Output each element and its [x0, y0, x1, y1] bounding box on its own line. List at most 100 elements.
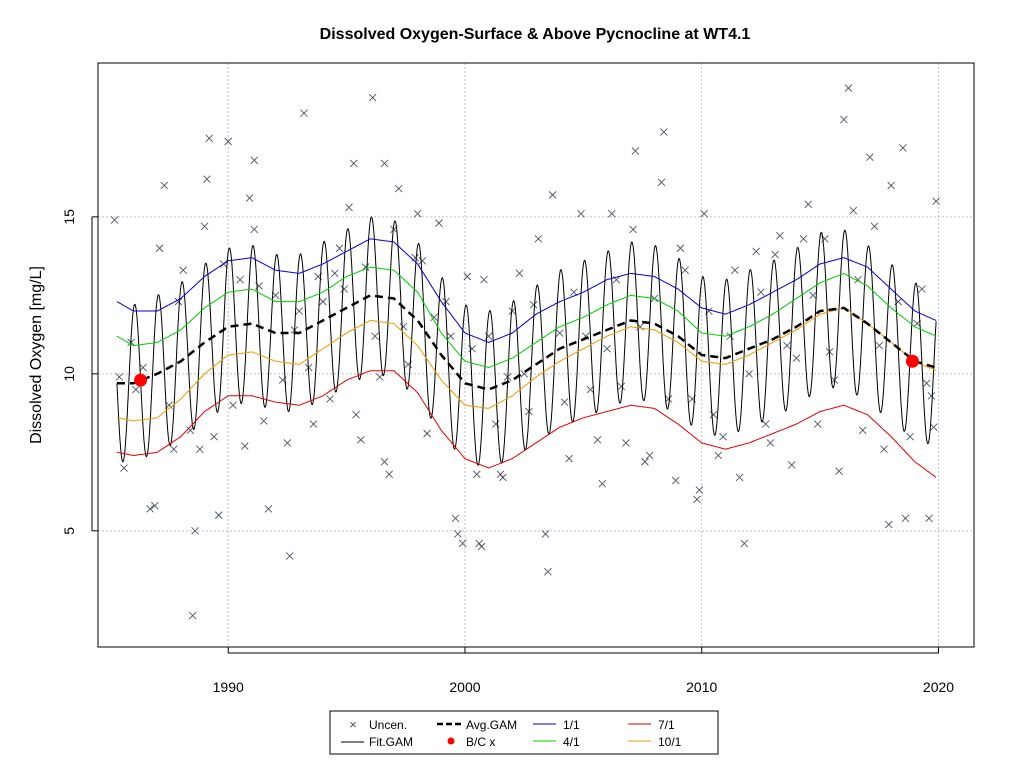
data-point: [179, 266, 188, 275]
data-point: [776, 231, 784, 240]
data-point: [839, 115, 848, 124]
plot-frame: [97, 62, 975, 648]
data-point: [622, 439, 630, 447]
data-point: [541, 530, 550, 538]
data-point: [283, 439, 292, 447]
data-point: [766, 439, 775, 447]
data-point: [700, 209, 708, 218]
data-point: [203, 175, 211, 183]
data-point: [330, 269, 339, 278]
data-point: [250, 156, 259, 165]
data-point: [792, 354, 801, 362]
data-point: [884, 520, 893, 529]
data-point: [477, 542, 486, 551]
data-point: [925, 514, 933, 523]
data-point: [245, 194, 254, 202]
data-point: [676, 244, 685, 253]
data-point: [200, 222, 209, 231]
data-point: [110, 216, 119, 224]
data-point: [560, 398, 569, 406]
data-point: [565, 454, 573, 463]
data-point: [870, 222, 879, 231]
data-point: [783, 341, 791, 350]
data-point: [787, 461, 796, 469]
data-point: [191, 527, 199, 535]
data-point: [906, 432, 914, 441]
data-point: [454, 530, 462, 538]
data-point: [295, 307, 304, 315]
data-point: [745, 370, 753, 378]
data-point: [319, 297, 327, 306]
data-point: [349, 159, 358, 168]
plot-area: [110, 84, 940, 620]
data-point: [264, 505, 273, 513]
data-point: [809, 291, 817, 300]
data-point: [740, 539, 749, 548]
legend-fit-gam-label: Fit.GAM: [369, 735, 413, 749]
data-point: [752, 247, 761, 256]
data-point: [681, 266, 689, 275]
data-point: [214, 511, 223, 519]
data-point: [875, 341, 884, 350]
y-axis: 5 10 15: [61, 209, 98, 535]
series-line-4-1: [116, 266, 937, 369]
data-point: [385, 470, 394, 479]
data-point: [155, 244, 164, 253]
data-point: [927, 391, 936, 400]
data-point: [771, 250, 779, 259]
data-point: [115, 373, 124, 381]
data-point: [555, 329, 564, 337]
data-point: [799, 235, 808, 243]
y-tick-label-10: 10: [61, 366, 77, 382]
data-point: [413, 209, 422, 218]
legend-10-1-label: 10/1: [658, 735, 682, 749]
data-point: [929, 423, 938, 432]
data-point: [446, 332, 455, 340]
data-point: [499, 473, 507, 482]
data-point: [660, 128, 668, 136]
y-tick-label-5: 5: [61, 527, 77, 535]
data-point: [657, 178, 666, 187]
data-point: [151, 501, 159, 510]
data-point: [442, 297, 450, 306]
data-point: [496, 470, 505, 479]
data-point: [174, 297, 183, 306]
legend-7-1-label: 7/1: [658, 718, 675, 732]
data-point: [695, 486, 704, 494]
data-point: [607, 209, 616, 218]
data-point: [804, 200, 813, 209]
grid-lines: [98, 63, 974, 647]
data-point: [641, 457, 649, 466]
observation-points: [110, 84, 940, 620]
data-point: [709, 410, 718, 419]
data-point: [631, 147, 640, 155]
avg-gam-line: [116, 293, 937, 391]
legend: × Uncen. Fit.GAM Avg.GAM B/C x 1/1 4/1 7…: [329, 710, 719, 755]
bc-point: [134, 373, 148, 387]
legend-uncen-marker: ×: [349, 717, 357, 732]
data-point: [880, 445, 888, 454]
data-point: [394, 184, 403, 193]
x-axis: 1990 2000 2010 2020: [213, 647, 954, 695]
x-tick-label-1990: 1990: [213, 679, 244, 695]
data-point: [458, 539, 467, 548]
data-point: [548, 191, 557, 199]
data-point: [887, 181, 895, 190]
data-point: [593, 435, 602, 444]
data-point: [326, 395, 334, 403]
fit-gam-line: [116, 216, 937, 466]
data-point: [236, 275, 244, 284]
data-point: [375, 373, 384, 381]
data-point: [380, 159, 389, 168]
data-point: [918, 285, 926, 293]
data-point: [671, 476, 680, 485]
data-point: [146, 505, 154, 513]
data-point: [901, 514, 910, 523]
data-point: [195, 445, 204, 454]
data-point: [352, 410, 360, 419]
data-point: [480, 275, 488, 284]
data-point: [356, 435, 365, 444]
data-point: [224, 137, 233, 146]
data-point: [577, 209, 585, 218]
data-point: [508, 307, 517, 315]
